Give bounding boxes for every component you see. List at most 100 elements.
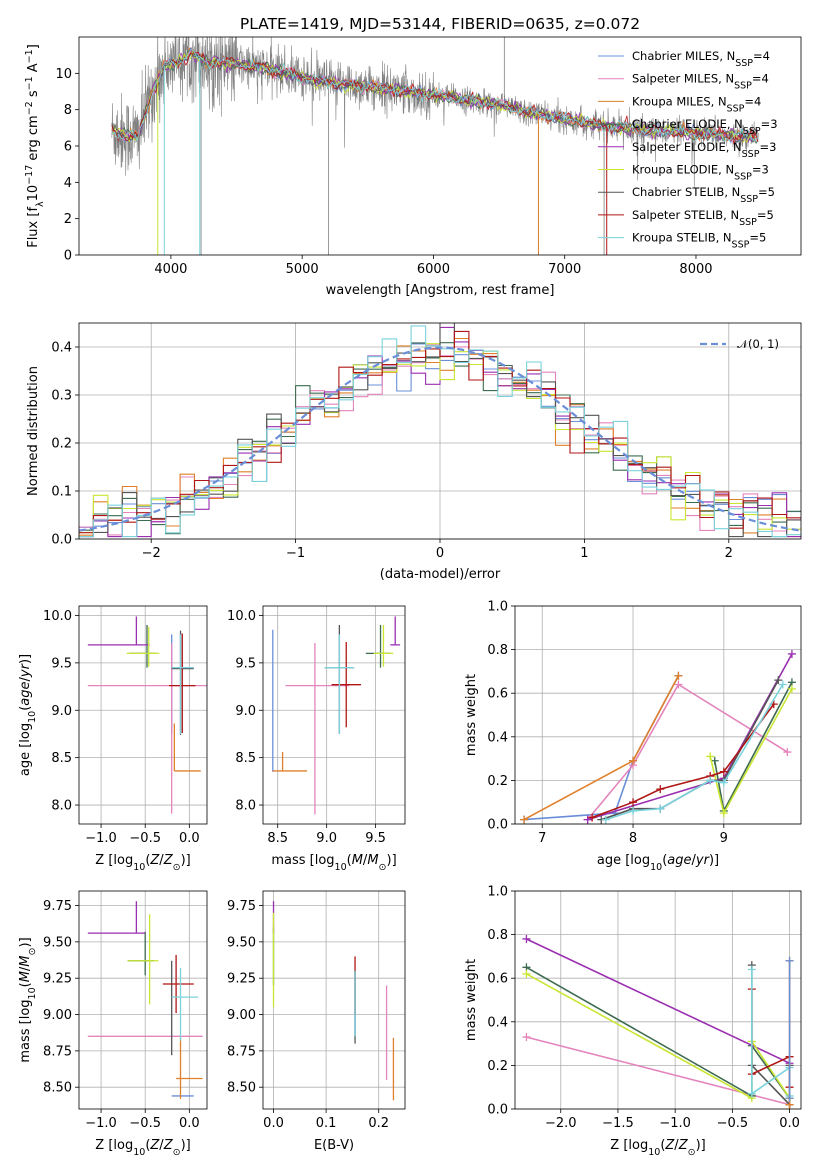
- x-tick-label: −0.5: [129, 1116, 161, 1131]
- x-tick-label: 7000: [548, 262, 581, 277]
- y-tick-label: 0.2: [51, 437, 72, 452]
- label-part: SSP: [740, 194, 758, 205]
- y-tick-label: 0.8: [487, 643, 508, 658]
- x-axis-label: mass [log10(M/M⊙)]: [271, 853, 396, 873]
- label-part: )]: [709, 853, 719, 868]
- spectrum-panel: 4000 5000 6000 7000 8000 0 2 4 6 8 10 Chabrier MILE…: [24, 36, 802, 298]
- x-axis-label: E(B-V): [314, 1138, 354, 1153]
- weight-vs-metallicity-panel: −2.0 −1.5 −1.0 −0.5 0.0 0.0 0.2 0.4 0.6 0.8 1.0 Z […: [464, 885, 802, 1158]
- weight-marker: [785, 956, 794, 965]
- y-tick-label: 9.75: [43, 899, 72, 914]
- axes-frame: [78, 890, 208, 1110]
- label-part: 10: [133, 1147, 145, 1158]
- weight-marker: [522, 969, 531, 978]
- label-part: erg cm: [26, 115, 41, 164]
- weight-marker: [629, 756, 638, 765]
- errorbars: [272, 616, 401, 815]
- x-tick-label: −0.5: [717, 1116, 749, 1131]
- y-tick-label: 0.0: [487, 1103, 508, 1118]
- x-axis-label: (data-model)/error: [380, 567, 501, 582]
- y-tick-label: 0.4: [487, 1015, 508, 1030]
- y-axis-label: age [log10(age/yr)]: [18, 654, 38, 776]
- label-part: /: [18, 676, 33, 681]
- label-part: M: [367, 853, 378, 868]
- x-tick-label: 0.0: [779, 1116, 800, 1131]
- label-part: Z: [149, 1138, 160, 1153]
- label-part: =3: [759, 140, 776, 154]
- weight-series: [601, 679, 780, 821]
- label-part: /: [18, 966, 33, 971]
- weight-marker: [588, 813, 597, 822]
- y-tick-label: 0.0: [51, 533, 72, 548]
- weight-series: [751, 965, 791, 1107]
- label-part: age: [667, 853, 691, 868]
- legend-entry: Chabrier MILES, NSSP=4: [632, 49, 770, 69]
- weight-marker: [583, 815, 592, 824]
- y-tick-label: 9.0: [235, 704, 256, 719]
- x-tick-label: −1: [286, 546, 305, 561]
- weight-series: [709, 688, 793, 816]
- label-part: s: [26, 90, 41, 101]
- label-part: Salpeter MILES, N: [632, 72, 734, 86]
- weight-marker: [520, 815, 529, 824]
- label-part: A: [26, 63, 41, 76]
- errorbars: [272, 901, 395, 1101]
- weight-marker: [719, 809, 728, 818]
- axes-frame: [78, 322, 802, 540]
- label-part: /: [692, 853, 697, 868]
- label-part: age [log: [18, 723, 33, 776]
- x-tick-label: −2.0: [545, 1116, 577, 1131]
- y-tick-label: 0.4: [51, 341, 72, 356]
- x-axis-label: Z [log10(Z/Z⊙)]: [610, 1138, 705, 1158]
- label-part: Z [log: [95, 1138, 133, 1153]
- label-part: Salpeter STELIB, N: [632, 208, 739, 222]
- weight-marker: [747, 1089, 756, 1098]
- weight-marker: [674, 671, 683, 680]
- axes-frame: [78, 36, 802, 256]
- x-tick-label: 0.1: [316, 1116, 337, 1131]
- mass-vs-ebv-panel: 0.0 0.1 0.2 8.50 8.75 9.00 9.25 9.50 9.75 E(B-V): [227, 890, 406, 1153]
- weight-marker: [785, 1094, 794, 1103]
- y-tick-label: 0.3: [51, 389, 72, 404]
- y-tick-label: 8.75: [43, 1044, 72, 1059]
- weight-marker: [706, 776, 715, 785]
- weight-marker: [656, 785, 665, 794]
- axes-frame: [514, 605, 802, 825]
- label-part: 10: [650, 862, 662, 873]
- label-part: ]: [26, 44, 41, 49]
- axes-frame: [514, 890, 802, 1110]
- histogram-series: [79, 343, 801, 533]
- label-part: Kroupa MILES, N: [632, 94, 727, 108]
- weight-marker: [629, 806, 638, 815]
- y-tick-label: 10: [55, 67, 72, 82]
- weight-series: [605, 684, 784, 821]
- label-part: 10: [335, 862, 347, 873]
- x-tick-label: 6000: [417, 262, 450, 277]
- label-part: 10: [27, 711, 38, 723]
- label-part: =5: [758, 185, 775, 199]
- y-tick-label: 8.0: [235, 799, 256, 814]
- y-tick-label: 9.25: [227, 972, 256, 987]
- x-tick-label: 8.5: [267, 831, 288, 846]
- label-part: Z: [678, 1138, 689, 1153]
- legend-entry: Salpeter STELIB, NSSP=5: [632, 208, 774, 228]
- y-tick-label: 0: [64, 249, 72, 264]
- label-part: Z [log: [95, 853, 133, 868]
- x-axis-label: wavelength [Angstrom, rest frame]: [326, 283, 555, 298]
- label-part: M: [18, 955, 33, 966]
- label-part: ⊙: [379, 862, 387, 873]
- label-part: Chabrier STELIB, N: [632, 185, 740, 199]
- label-part: Kroupa ELODIE, N: [632, 163, 734, 177]
- label-part: Z: [664, 1138, 675, 1153]
- y-tick-label: 9.00: [227, 1008, 256, 1023]
- y-tick-label: 8.50: [43, 1081, 72, 1096]
- label-part: )]: [181, 1138, 191, 1153]
- label-part: Kroupa STELIB, N: [632, 231, 732, 245]
- label-part: ⊙: [173, 862, 181, 873]
- label-part: (: [660, 1138, 665, 1153]
- y-axis-label: mass weight: [464, 674, 479, 756]
- label-part: (: [18, 982, 33, 987]
- legend-entry: Kroupa ELODIE, NSSP=3: [632, 163, 769, 183]
- label-part: 10: [26, 185, 41, 202]
- weight-series: [713, 681, 793, 814]
